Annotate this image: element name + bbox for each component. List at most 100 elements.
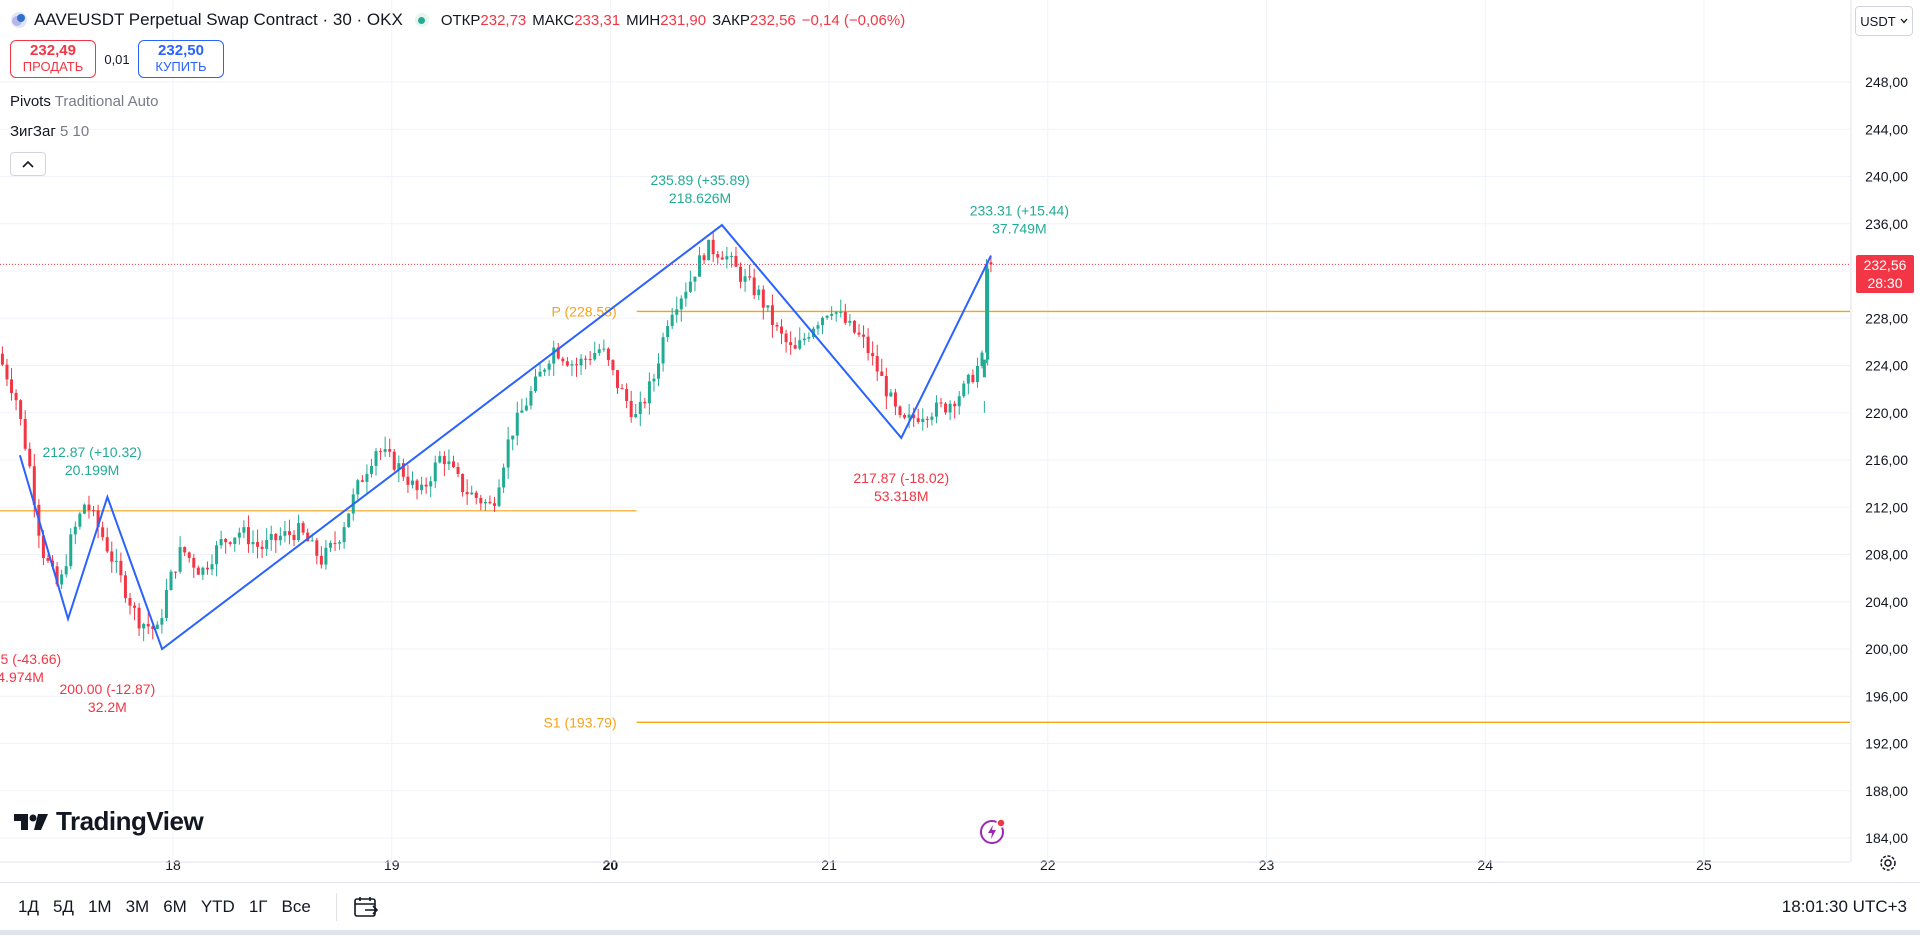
candle-body [602,348,606,350]
candle-body [23,418,27,449]
candle-body [365,473,369,482]
candle-body [980,352,984,366]
candle-body [461,473,465,492]
candle-body [688,281,692,292]
lightning-icon[interactable] [979,817,1007,845]
zigzag-pivot-volume: 114.974M [0,669,44,685]
candle-body [105,537,109,552]
candle-body [679,298,683,310]
candle-body [989,262,993,265]
candle-body [780,326,784,334]
candle-body [839,311,843,313]
zigzag-pivot-price: 217.87 (-18.02) [853,470,949,486]
candle-body [237,532,241,538]
candle-body [488,501,492,504]
time-tick-label: 24 [1477,857,1493,873]
candle-body [898,406,902,416]
pivot-lines: P (228.58) S1 (193.79) [0,303,1850,730]
candle-body [73,526,77,535]
candle-body [183,547,187,553]
candle-body [256,542,260,547]
clock-readout[interactable]: 18:01:30 UTC+3 [1781,897,1907,916]
candle-body [424,484,428,487]
candle-body [921,418,925,423]
candle-body [19,400,23,419]
candle-body [593,352,597,360]
candle-body [383,449,387,452]
zigzag-pivot-volume: 218.626M [669,190,731,206]
price-tick-label: 248,00 [1865,74,1908,90]
range-button-3m[interactable]: 3M [125,897,150,916]
candle-body [982,359,986,378]
indicator-params: 5 10 [59,123,90,140]
candle-body [451,461,455,467]
candle-body [666,326,670,338]
candle-body [606,348,610,361]
candle-body [711,239,715,255]
candle-body [520,410,524,413]
candle-body [552,347,556,364]
candle-body [315,540,319,556]
candle-body [775,325,779,327]
candle-body [306,532,310,542]
range-button-1y[interactable]: 1Г [248,897,268,916]
range-button-ytd[interactable]: YTD [200,897,235,916]
currency-select[interactable]: USDT [1855,6,1913,36]
candle-body [123,575,127,599]
candle-body [483,501,487,504]
symbol-legend: AAVEUSDT Perpetual Swap Contract · 30 · … [10,8,905,32]
sell-button[interactable]: 232,49 ПРОДАТЬ [10,40,96,78]
candle-body [693,276,697,282]
zigzag-pivot-price: 235.89 (+35.89) [650,172,749,188]
candle-body [843,311,847,323]
ohlc-high-label: МАКС [532,11,575,29]
indicator-pivots[interactable]: Pivots Traditional Auto [10,93,158,110]
time-tick-label: 21 [821,857,837,873]
candle-body [752,277,756,296]
candle-body [338,542,342,544]
candle-body [670,314,674,327]
candle-body [137,607,141,629]
range-button-5d[interactable]: 5Д [52,897,74,916]
symbol-title[interactable]: AAVEUSDT Perpetual Swap Contract · 30 · … [34,10,403,29]
candle-body [821,317,825,326]
range-button-6m[interactable]: 6M [163,897,187,916]
candle-body [388,449,392,452]
candle-body [880,371,884,376]
collapse-indicators-button[interactable] [10,152,46,176]
candle-body [474,492,478,498]
buy-button[interactable]: 232,50 КУПИТЬ [138,40,224,78]
candle-body [0,353,4,365]
candle-body [442,456,446,465]
candle-body [369,465,373,474]
zigzag-pivot-volume: 37.749M [992,221,1046,237]
candle-body [638,401,642,415]
candle-body [274,533,278,541]
range-button-1m[interactable]: 1M [87,897,112,916]
candle-body [160,618,164,625]
indicator-zigzag[interactable]: ЗигЗаг 5 10 [10,123,89,140]
ohlc-change: −0,14 (−0,06%) [801,11,906,29]
price-tick-label: 212,00 [1865,499,1908,515]
tradingview-logo[interactable]: TradingView [14,806,204,837]
candle-body [82,504,86,514]
symbol-logo-icon [11,12,27,28]
goto-date-button[interactable] [335,893,379,921]
candle-body [907,414,911,418]
chevron-up-icon [22,160,34,168]
candle-body [96,510,100,528]
range-button-1d[interactable]: 1Д [18,897,39,916]
price-tick-label: 216,00 [1865,452,1908,468]
indicator-name: ЗигЗаг [10,123,56,140]
range-button-all[interactable]: Все [281,897,311,916]
bar-countdown: 28:30 [1867,275,1903,291]
gear-icon[interactable] [1878,853,1898,873]
candle-body [533,376,537,392]
chevron-down-icon [1900,18,1908,24]
candle-body [465,491,469,495]
horizontal-scrollbar[interactable] [0,930,1920,935]
candle-body [228,542,232,545]
candle-body [415,480,419,491]
candle-body [392,451,396,470]
